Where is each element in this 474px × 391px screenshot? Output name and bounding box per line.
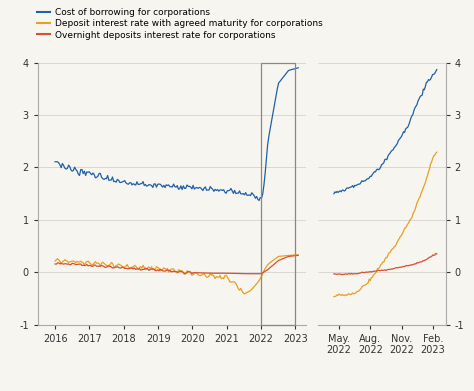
Legend: Cost of borrowing for corporations, Deposit interest rate with agreed maturity f: Cost of borrowing for corporations, Depo… — [33, 5, 326, 43]
Bar — [261, 63, 295, 325]
